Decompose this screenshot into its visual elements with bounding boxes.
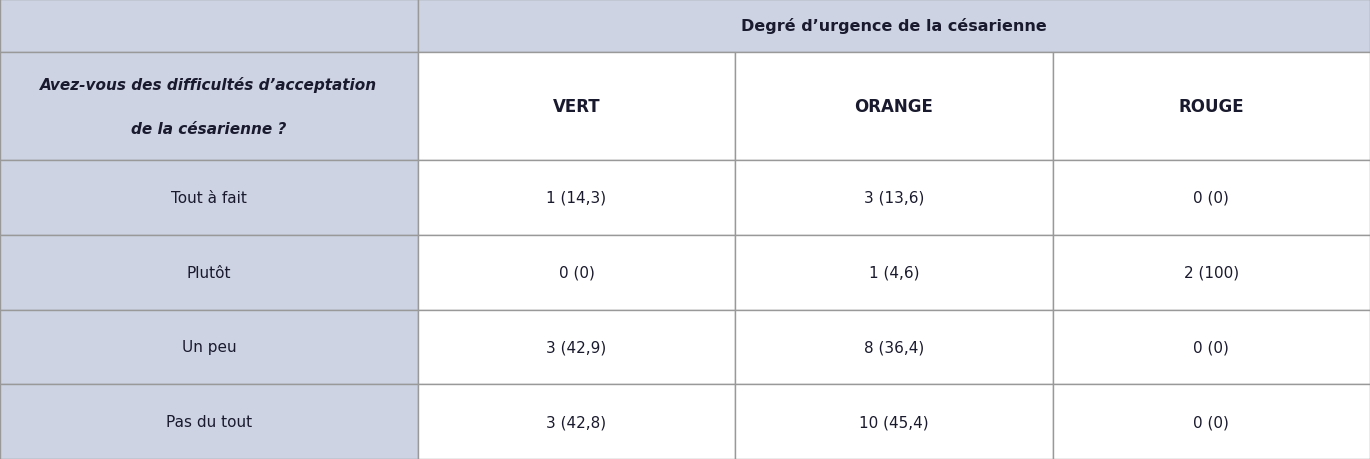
Bar: [1052, 161, 1370, 235]
Text: ROUGE: ROUGE: [1178, 98, 1244, 116]
Text: 10 (45,4): 10 (45,4): [859, 414, 929, 429]
Bar: [418, 161, 736, 235]
Bar: [0, 310, 418, 385]
Bar: [736, 161, 1052, 235]
Text: 3 (42,8): 3 (42,8): [547, 414, 607, 429]
Bar: [736, 310, 1052, 385]
Bar: [0, 384, 418, 459]
Bar: [418, 235, 736, 310]
Bar: [1052, 310, 1370, 385]
Bar: [1052, 235, 1370, 310]
Text: 0 (0): 0 (0): [1193, 340, 1229, 355]
Text: Pas du tout: Pas du tout: [166, 414, 252, 429]
Text: Avez-vous des difficultés d’acceptation: Avez-vous des difficultés d’acceptation: [40, 77, 378, 93]
Text: VERT: VERT: [552, 98, 600, 116]
Bar: [0, 235, 418, 310]
Text: 1 (4,6): 1 (4,6): [869, 265, 919, 280]
Bar: [0, 53, 418, 161]
Text: 0 (0): 0 (0): [559, 265, 595, 280]
Bar: [418, 384, 736, 459]
Text: ORANGE: ORANGE: [855, 98, 933, 116]
Bar: [0, 0, 418, 53]
Bar: [736, 384, 1052, 459]
Text: 1 (14,3): 1 (14,3): [547, 190, 607, 206]
Text: 3 (13,6): 3 (13,6): [863, 190, 925, 206]
Bar: [418, 310, 736, 385]
Bar: [736, 235, 1052, 310]
Bar: [418, 53, 736, 161]
Text: Un peu: Un peu: [182, 340, 236, 355]
Text: Plutôt: Plutôt: [186, 265, 232, 280]
Bar: [736, 53, 1052, 161]
Bar: [1052, 384, 1370, 459]
Text: 2 (100): 2 (100): [1184, 265, 1238, 280]
Text: de la césarienne ?: de la césarienne ?: [132, 121, 286, 136]
Bar: [418, 0, 1370, 53]
Text: 8 (36,4): 8 (36,4): [864, 340, 923, 355]
Text: 0 (0): 0 (0): [1193, 190, 1229, 206]
Text: 0 (0): 0 (0): [1193, 414, 1229, 429]
Text: Tout à fait: Tout à fait: [171, 190, 247, 206]
Bar: [1052, 53, 1370, 161]
Bar: [0, 161, 418, 235]
Text: 3 (42,9): 3 (42,9): [547, 340, 607, 355]
Text: Degré d’urgence de la césarienne: Degré d’urgence de la césarienne: [741, 18, 1047, 34]
